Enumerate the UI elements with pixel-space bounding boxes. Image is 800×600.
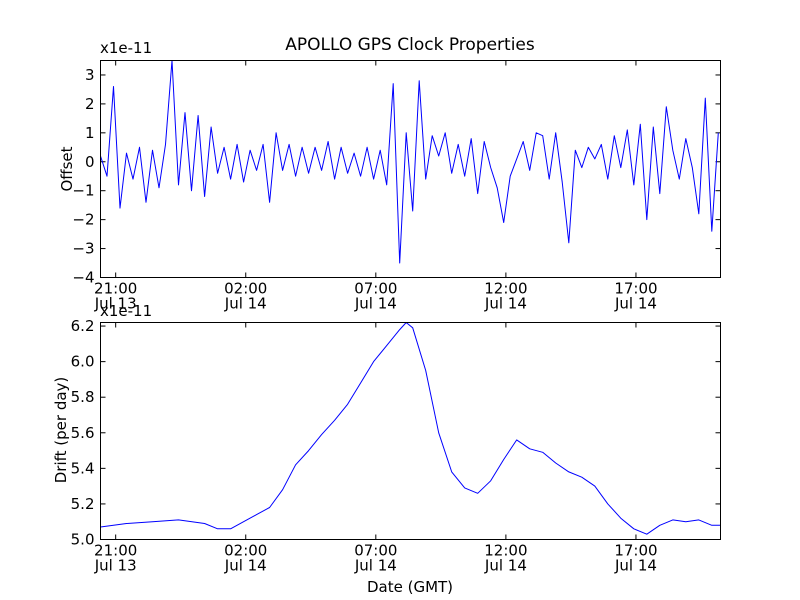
y-tick-label: 0 <box>85 153 95 171</box>
x-tick-label-day: Jul 14 <box>224 557 267 575</box>
x-tick-label-time: 02:00 <box>224 542 267 560</box>
drift-panel: x1e-11 Drift (per day) Date (GMT) 21:00J… <box>52 302 721 596</box>
x-tick-label-time: 21:00 <box>94 280 137 298</box>
y-tick-label: −3 <box>72 240 94 258</box>
drift-y-axis-label: Drift (per day) <box>52 377 70 484</box>
y-tick-label: −2 <box>72 211 94 229</box>
y-tick-label: 2 <box>85 95 95 113</box>
x-tick-label-day: Jul 14 <box>614 557 657 575</box>
y-tick-label: 5.2 <box>71 495 95 513</box>
x-tick-label-day: Jul 13 <box>94 295 137 313</box>
x-tick-label-day: Jul 14 <box>484 295 527 313</box>
y-tick-label: −4 <box>72 269 94 287</box>
drift-series-line <box>100 322 721 535</box>
x-tick-label-day: Jul 14 <box>484 557 527 575</box>
offset-plot-frame <box>100 60 721 278</box>
x-axis-label: Date (GMT) <box>367 578 453 596</box>
y-tick-label: 6.0 <box>71 353 95 371</box>
drift-plot-frame <box>100 322 721 540</box>
x-tick-label-time: 07:00 <box>354 280 397 298</box>
y-tick-label: −1 <box>72 182 94 200</box>
x-tick-label-day: Jul 14 <box>354 557 397 575</box>
y-tick-label: 5.8 <box>71 388 95 406</box>
x-tick-label-day: Jul 14 <box>614 295 657 313</box>
x-tick-label-day: Jul 14 <box>354 295 397 313</box>
chart-title: APOLLO GPS Clock Properties <box>285 35 535 55</box>
y-tick-label: 1 <box>85 124 95 142</box>
drift-scale-label: x1e-11 <box>100 302 152 320</box>
offset-series-line <box>100 60 719 264</box>
y-tick-label: 3 <box>85 66 95 84</box>
y-tick-label: 5.6 <box>71 424 95 442</box>
x-tick-label-day: Jul 14 <box>224 295 267 313</box>
y-tick-label: 5.4 <box>71 459 95 477</box>
x-tick-label-time: 07:00 <box>354 542 397 560</box>
offset-panel: APOLLO GPS Clock Properties x1e-11 Offse… <box>58 35 721 313</box>
x-tick-label-time: 21:00 <box>94 542 137 560</box>
x-tick-label-day: Jul 13 <box>94 557 137 575</box>
y-tick-label: 5.0 <box>71 531 95 549</box>
x-tick-label-time: 17:00 <box>614 542 657 560</box>
offset-scale-label: x1e-11 <box>100 39 152 57</box>
x-tick-label-time: 02:00 <box>224 280 267 298</box>
offset-y-axis-label: Offset <box>58 146 76 191</box>
x-tick-label-time: 12:00 <box>484 542 527 560</box>
x-tick-label-time: 12:00 <box>484 280 527 298</box>
x-tick-label-time: 17:00 <box>614 280 657 298</box>
y-tick-label: 6.2 <box>71 317 95 335</box>
